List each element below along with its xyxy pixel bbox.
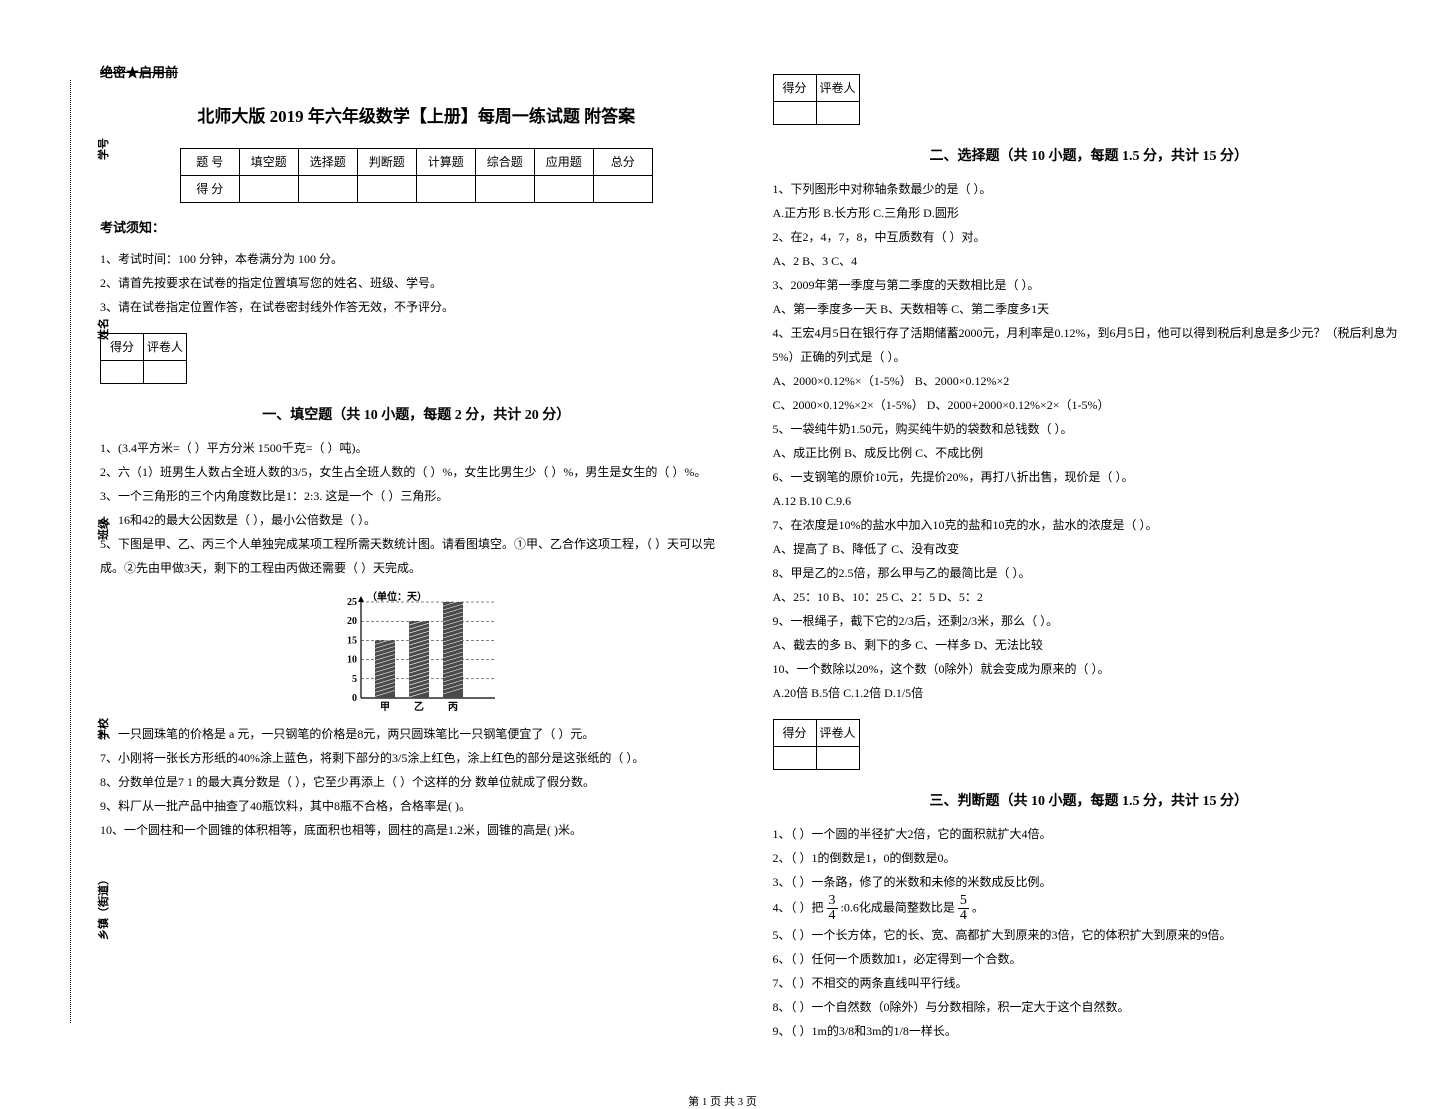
- s2q8: 8、甲是乙的2.5倍，那么甲与乙的最简比是（ ）。: [773, 561, 1406, 585]
- s2q1o: A.正方形 B.长方形 C.三角形 D.圆形: [773, 201, 1406, 225]
- s2q3o: A、第一季度多一天 B、天数相等 C、第二季度多1天: [773, 297, 1406, 321]
- s1q5: 5、下图是甲、乙、丙三个人单独完成某项工程所需天数统计图。请看图填空。①甲、乙合…: [100, 532, 733, 580]
- svg-text:10: 10: [347, 655, 357, 666]
- right-column: 得分评卷人 二、选择题（共 10 小题，每题 1.5 分，共计 15 分） 1、…: [773, 60, 1406, 1043]
- s2q5: 5、一袋纯牛奶1.50元，购买纯牛奶的袋数和总钱数（ ）。: [773, 417, 1406, 441]
- sb2-c1: 得分: [773, 75, 816, 102]
- bar-chart: 0 5 10 15 20 25 （单位：天） 甲 乙 丙: [331, 586, 501, 716]
- s2q6: 6、一支钢笔的原价10元，先提价20%，再打八折出售，现价是（ ）。: [773, 465, 1406, 489]
- bind-label-5: 学号: [95, 138, 111, 160]
- sb2-c2: 评卷人: [816, 75, 859, 102]
- bind-label-2: 学校: [95, 718, 111, 740]
- s1q4: 4、16和42的最大公因数是（ ），最小公倍数是（ ）。: [100, 508, 733, 532]
- s2q5o: A、成正比例 B、成反比例 C、不成比例: [773, 441, 1406, 465]
- sec1-title: 一、填空题（共 10 小题，每题 2 分，共计 20 分）: [100, 402, 733, 430]
- notice-heading: 考试须知：: [100, 215, 733, 241]
- score-row-label: 得 分: [180, 176, 239, 203]
- binding-strip: 乡镇（街道） 学校 班级 姓名 学号: [40, 60, 100, 1043]
- frac2: 54: [958, 894, 969, 923]
- svg-text:乙: 乙: [414, 701, 424, 713]
- notice-3: 3、请在试卷指定位置作答，在试卷密封线外作答无效，不予评分。: [100, 295, 733, 319]
- sb3-c1: 得分: [773, 720, 816, 747]
- s3q1: 1、（ ）一个圆的半径扩大2倍，它的面积就扩大4倍。: [773, 822, 1406, 846]
- s1q9: 9、料厂从一批产品中抽查了40瓶饮料，其中8瓶不合格，合格率是( )。: [100, 794, 733, 818]
- s1q2: 2、六（1）班男生人数占全班人数的3/5，女生占全班人数的（ ）%，女生比男生少…: [100, 460, 733, 484]
- score-h4: 计算题: [416, 149, 475, 176]
- s3q8: 8、（ ）一个自然数（0除外）与分数相除，积一定大于这个自然数。: [773, 995, 1406, 1019]
- score-h6: 应用题: [534, 149, 593, 176]
- svg-text:0: 0: [352, 693, 357, 704]
- s1q1: 1、(3.4平方米=（ ）平方分米 1500千克=（ ）吨)。: [100, 436, 733, 460]
- svg-text:25: 25: [347, 597, 357, 608]
- s3q4mid: :0.6化成最简整数比是: [841, 900, 955, 914]
- notice-2: 2、请首先按要求在试卷的指定位置填写您的姓名、班级、学号。: [100, 271, 733, 295]
- svg-text:甲: 甲: [380, 701, 390, 713]
- s1q10: 10、一个圆柱和一个圆锥的体积相等，底面积也相等，圆柱的高是1.2米，圆锥的高是…: [100, 818, 733, 842]
- s2q9o: A、截去的多 B、剩下的多 C、一样多 D、无法比较: [773, 633, 1406, 657]
- score-box-1: 得分评卷人: [100, 333, 187, 384]
- s1q6: 6、一只圆珠笔的价格是 a 元，一只钢笔的价格是8元，两只圆珠笔比一只钢笔便宜了…: [100, 722, 733, 746]
- score-box-3: 得分评卷人: [773, 719, 860, 770]
- svg-text:（单位：天）: （单位：天）: [367, 590, 427, 603]
- s2q3: 3、2009年第一季度与第二季度的天数相比是（ ）。: [773, 273, 1406, 297]
- left-column: 绝密★启用前 北师大版 2019 年六年级数学【上册】每周一练试题 附答案 题 …: [100, 60, 733, 1043]
- score-h0: 题 号: [180, 149, 239, 176]
- s3q2: 2、（ ）1的倒数是1，0的倒数是0。: [773, 846, 1406, 870]
- svg-text:5: 5: [352, 674, 357, 685]
- s3q4: 4、（ ）把 34 :0.6化成最简整数比是 54 。: [773, 894, 1406, 923]
- sb3-c2: 评卷人: [816, 720, 859, 747]
- s2q2o: A、2 B、3 C、4: [773, 249, 1406, 273]
- s2q8o: A、25：10 B、10：25 C、2：5 D、5：2: [773, 585, 1406, 609]
- s3q5: 5、（ ）一个长方体，它的长、宽、高都扩大到原来的3倍，它的体积扩大到原来的9倍…: [773, 923, 1406, 947]
- s2q7o: A、提高了 B、降低了 C、没有改变: [773, 537, 1406, 561]
- bind-label-4: 姓名: [95, 318, 111, 340]
- s2q7: 7、在浓度是10%的盐水中加入10克的盐和10克的水，盐水的浓度是（ ）。: [773, 513, 1406, 537]
- bind-label-3: 班级: [95, 518, 111, 540]
- score-box-2: 得分评卷人: [773, 74, 860, 125]
- sb1-c2: 评卷人: [144, 334, 187, 361]
- notice-1: 1、考试时间：100 分钟，本卷满分为 100 分。: [100, 247, 733, 271]
- s2q10o: A.20倍 B.5倍 C.1.2倍 D.1/5倍: [773, 681, 1406, 705]
- sec3-title: 三、判断题（共 10 小题，每题 1.5 分，共计 15 分）: [773, 788, 1406, 816]
- score-h3: 判断题: [357, 149, 416, 176]
- s1q7: 7、小刚将一张长方形纸的40%涂上蓝色，将剩下部分的3/5涂上红色，涂上红色的部…: [100, 746, 733, 770]
- s2q4oC: C、2000×0.12%×2×（1-5%） D、2000+2000×0.12%×…: [773, 393, 1406, 417]
- s2q4: 4、王宏4月5日在银行存了活期储蓄2000元，月利率是0.12%，到6月5日，他…: [773, 321, 1406, 369]
- s3q9: 9、（ ）1m的3/8和3m的1/8一样长。: [773, 1019, 1406, 1043]
- sec2-title: 二、选择题（共 10 小题，每题 1.5 分，共计 15 分）: [773, 143, 1406, 171]
- s3q7: 7、（ ）不相交的两条直线叫平行线。: [773, 971, 1406, 995]
- s3q3: 3、（ ）一条路，修了的米数和未修的米数成反比例。: [773, 870, 1406, 894]
- svg-text:20: 20: [347, 616, 357, 627]
- s2q2: 2、在2，4，7，8，中互质数有（ ）对。: [773, 225, 1406, 249]
- bind-label-1: 乡镇（街道）: [95, 874, 111, 940]
- score-h2: 选择题: [298, 149, 357, 176]
- s3q4a: 4、（ ）把: [773, 900, 824, 914]
- main-title: 北师大版 2019 年六年级数学【上册】每周一练试题 附答案: [100, 100, 733, 134]
- svg-text:15: 15: [347, 635, 357, 646]
- svg-text:丙: 丙: [448, 701, 458, 713]
- s1q8: 8、分数单位是7 1 的最大真分数是（ ），它至少再添上（ ）个这样的分 数单位…: [100, 770, 733, 794]
- s2q6o: A.12 B.10 C.9.6: [773, 489, 1406, 513]
- score-h7: 总分: [593, 149, 652, 176]
- score-table: 题 号 填空题 选择题 判断题 计算题 综合题 应用题 总分 得 分: [180, 148, 653, 203]
- s3q4end: 。: [972, 900, 984, 914]
- score-h1: 填空题: [239, 149, 298, 176]
- s2q1: 1、下列图形中对称轴条数最少的是（ ）。: [773, 177, 1406, 201]
- s2q10: 10、一个数除以20%，这个数（0除外）就会变成为原来的（ ）。: [773, 657, 1406, 681]
- frac1: 34: [827, 894, 838, 923]
- s2q9: 9、一根绳子，截下它的2/3后，还剩2/3米，那么（ ）。: [773, 609, 1406, 633]
- s1q3: 3、一个三角形的三个内角度数比是1：2:3. 这是一个（ ）三角形。: [100, 484, 733, 508]
- s3q6: 6、（ ）任何一个质数加1，必定得到一个合数。: [773, 947, 1406, 971]
- score-h5: 综合题: [475, 149, 534, 176]
- page-footer: 第 1 页 共 3 页: [0, 1093, 1445, 1109]
- secret-label: 绝密★启用前: [100, 60, 733, 86]
- s2q4oA: A、2000×0.12%×（1-5%） B、2000×0.12%×2: [773, 369, 1406, 393]
